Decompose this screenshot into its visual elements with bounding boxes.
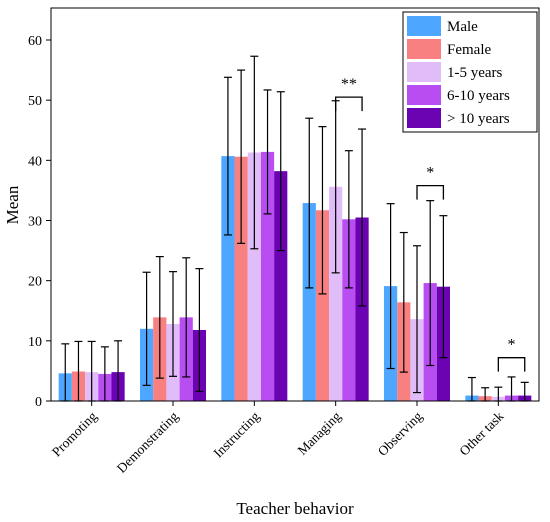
error-bars-layer xyxy=(61,55,529,402)
significance-bracket-observing xyxy=(416,184,445,200)
y-tick-label: 0 xyxy=(35,395,42,410)
category-label: Promoting xyxy=(49,408,100,459)
legend-swatch-male xyxy=(407,16,441,36)
legend-swatch-1-5-years xyxy=(407,62,441,82)
significance-annotations: **** xyxy=(335,76,526,372)
legend-label: Female xyxy=(447,42,491,58)
bar-instructing-female xyxy=(234,156,248,401)
bar-instructing-1-5-years xyxy=(247,152,261,401)
bar-managing-6-10-years xyxy=(342,219,356,401)
y-tick-label: 40 xyxy=(28,154,42,169)
bar-managing-female xyxy=(315,210,330,401)
significance-bracket-other-task xyxy=(497,357,526,372)
category-label: Other task xyxy=(456,408,506,458)
x-axis-title: Teacher behavior xyxy=(236,499,354,518)
y-tick-label: 50 xyxy=(28,94,42,109)
category-label: Instructing xyxy=(210,408,262,460)
y-axis-ticks: 0 10 20 30 40 50 60 xyxy=(28,34,51,410)
significance-label: ** xyxy=(341,76,357,93)
category-label: Demonstrating xyxy=(114,408,182,476)
significance-label: * xyxy=(508,337,516,354)
axes xyxy=(50,7,540,402)
bar-managing-10-years xyxy=(355,217,369,401)
bar-managing-1-5-years xyxy=(329,186,343,401)
legend-swatch-6-10-years xyxy=(407,85,441,105)
legend-swatch-female xyxy=(407,39,441,59)
legend: Male Female 1-5 years 6-10 years > 10 years xyxy=(402,11,538,133)
legend-label: > 10 years xyxy=(447,111,510,127)
bar-instructing-male xyxy=(221,156,235,401)
legend-swatch-10-years xyxy=(407,108,441,128)
y-tick-label: 20 xyxy=(28,275,42,290)
category-label: Observing xyxy=(375,408,426,459)
y-tick-label: 30 xyxy=(28,215,42,230)
y-tick-label: 10 xyxy=(28,335,42,350)
y-axis-title: Mean xyxy=(3,185,22,224)
legend-label: 1-5 years xyxy=(447,65,503,81)
legend-label: Male xyxy=(447,19,478,35)
bar-managing-male xyxy=(302,203,316,401)
legend-label: 6-10 years xyxy=(447,88,510,104)
significance-label: * xyxy=(426,165,434,182)
bar-instructing-10-years xyxy=(274,171,288,401)
significance-bracket-managing xyxy=(335,96,363,112)
plot-frame xyxy=(50,7,540,402)
x-axis-ticks: Promoting Demonstrating Instructing Managin… xyxy=(49,401,507,476)
bars-layer xyxy=(58,151,532,401)
category-label: Managing xyxy=(294,408,343,457)
y-tick-label: 60 xyxy=(28,34,42,49)
